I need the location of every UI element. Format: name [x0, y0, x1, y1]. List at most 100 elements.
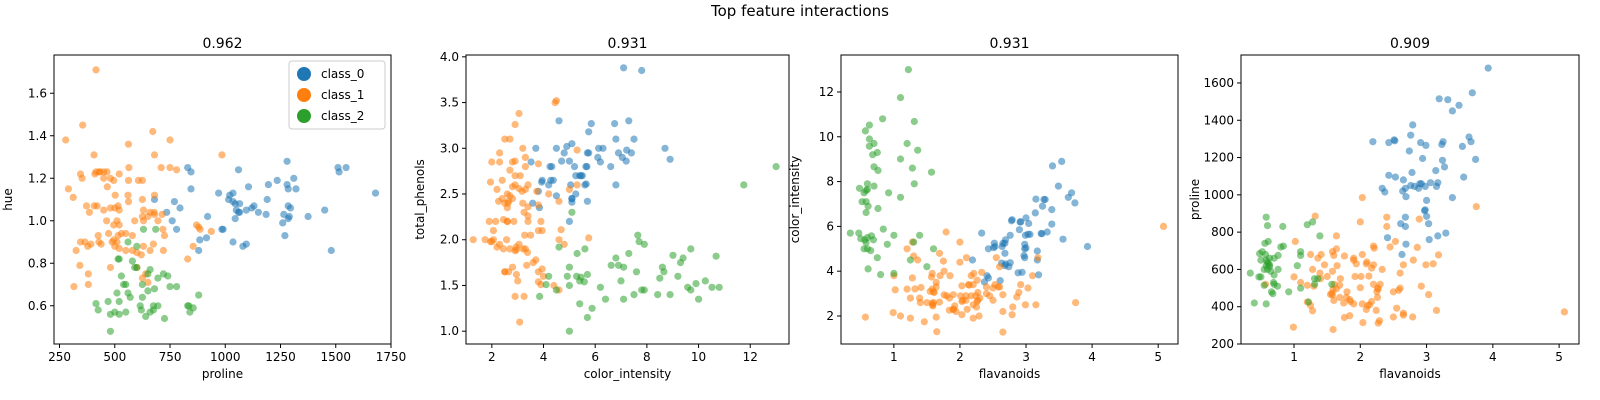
data-point-class-1	[555, 236, 563, 244]
data-point-class-2	[883, 240, 891, 248]
data-point-class-0	[1408, 168, 1416, 177]
data-point-class-1	[512, 270, 521, 279]
data-point-class-1	[503, 217, 511, 225]
data-point-class-2	[154, 274, 162, 282]
data-point-class-2	[860, 189, 868, 197]
data-point-class-0	[1035, 271, 1043, 279]
data-point-class-2	[131, 263, 139, 272]
data-point-class-1	[115, 244, 123, 252]
data-point-class-2	[660, 268, 668, 276]
data-point-class-1	[963, 305, 971, 313]
data-point-class-1	[956, 258, 964, 266]
data-point-class-0	[1383, 234, 1392, 242]
data-point-class-2	[152, 225, 160, 233]
data-point-class-0	[1440, 163, 1449, 171]
data-point-class-2	[1260, 281, 1268, 289]
data-point-class-0	[1048, 206, 1056, 214]
data-point-class-2	[904, 66, 913, 74]
data-point-class-0	[583, 149, 592, 157]
data-point-class-2	[115, 310, 123, 318]
y-tick-label: 1.2	[28, 171, 47, 185]
data-point-class-1	[519, 144, 527, 152]
data-point-class-0	[607, 163, 615, 171]
data-point-class-2	[867, 247, 875, 255]
data-point-class-1	[935, 249, 944, 257]
data-point-class-1	[1425, 291, 1433, 299]
data-point-class-1	[195, 223, 203, 231]
data-point-class-1	[1396, 284, 1404, 292]
data-point-class-1	[110, 221, 118, 229]
data-point-class-1	[115, 170, 123, 178]
data-point-class-0	[1071, 199, 1079, 207]
data-point-class-0	[1031, 209, 1039, 217]
data-point-class-1	[537, 217, 545, 225]
data-point-class-0	[273, 176, 281, 184]
data-point-class-0	[1435, 95, 1443, 103]
data-point-class-1	[501, 135, 509, 143]
data-point-class-1	[207, 227, 215, 235]
data-point-class-2	[914, 146, 922, 154]
data-point-class-0	[1022, 214, 1030, 222]
data-point-class-1	[1351, 272, 1359, 281]
data-point-class-2	[117, 272, 125, 280]
data-point-class-0	[1385, 139, 1393, 147]
data-point-class-1	[1399, 261, 1407, 269]
data-point-class-1	[1358, 300, 1366, 308]
data-point-class-1	[72, 246, 80, 255]
data-point-class-1	[508, 183, 517, 191]
data-point-class-1	[999, 307, 1007, 316]
data-point-class-0	[978, 229, 986, 237]
figure-title: Top feature interactions	[710, 2, 889, 20]
data-point-class-2	[92, 300, 100, 308]
data-point-class-2	[874, 166, 882, 174]
data-point-class-1	[122, 246, 130, 255]
data-point-class-2	[1246, 269, 1254, 277]
data-point-class-2	[695, 295, 703, 303]
data-point-class-0	[184, 164, 192, 172]
data-point-class-2	[870, 182, 878, 190]
data-point-class-1	[519, 199, 527, 207]
data-point-class-0	[555, 117, 563, 125]
scatter-points-4	[1246, 64, 1568, 334]
data-point-class-0	[1058, 157, 1066, 165]
data-point-class-2	[669, 251, 677, 259]
data-point-class-0	[1007, 217, 1016, 225]
data-point-class-2	[625, 249, 633, 258]
data-point-class-1	[125, 164, 133, 172]
data-point-class-2	[864, 265, 872, 273]
data-point-class-1	[532, 256, 540, 264]
data-point-class-0	[1385, 171, 1393, 179]
data-point-class-1	[539, 272, 548, 280]
data-point-class-1	[999, 328, 1007, 336]
data-point-class-1	[166, 164, 174, 172]
data-point-class-0	[283, 157, 291, 165]
data-point-class-0	[1391, 173, 1399, 181]
data-point-class-2	[583, 313, 592, 322]
data-point-class-0	[568, 195, 576, 203]
data-point-class-0	[281, 232, 289, 240]
data-point-class-2	[692, 280, 700, 288]
data-point-class-0	[231, 215, 239, 223]
data-point-class-2	[1274, 265, 1282, 273]
data-point-class-0	[991, 242, 999, 251]
y-tick-label: 1.0	[440, 324, 459, 338]
x-tick-label: 1250	[265, 350, 296, 364]
data-point-class-2	[1309, 218, 1317, 226]
data-point-class-1	[585, 234, 593, 242]
data-point-class-1	[1340, 313, 1348, 322]
data-point-class-2	[138, 280, 146, 289]
data-point-class-1	[1362, 305, 1370, 314]
data-point-class-1	[1472, 203, 1480, 211]
axes-frame	[465, 54, 790, 345]
y-tick-label: 800	[1211, 225, 1234, 239]
data-point-class-0	[1419, 154, 1427, 163]
data-point-class-1	[115, 221, 123, 229]
data-point-class-2	[890, 231, 898, 239]
data-point-class-0	[577, 172, 585, 180]
data-point-class-1	[1393, 304, 1401, 312]
data-point-class-1	[159, 246, 167, 255]
data-point-class-0	[1048, 220, 1056, 228]
data-point-class-0	[229, 198, 237, 206]
data-point-class-1	[903, 245, 911, 253]
data-point-class-1	[1369, 280, 1378, 288]
